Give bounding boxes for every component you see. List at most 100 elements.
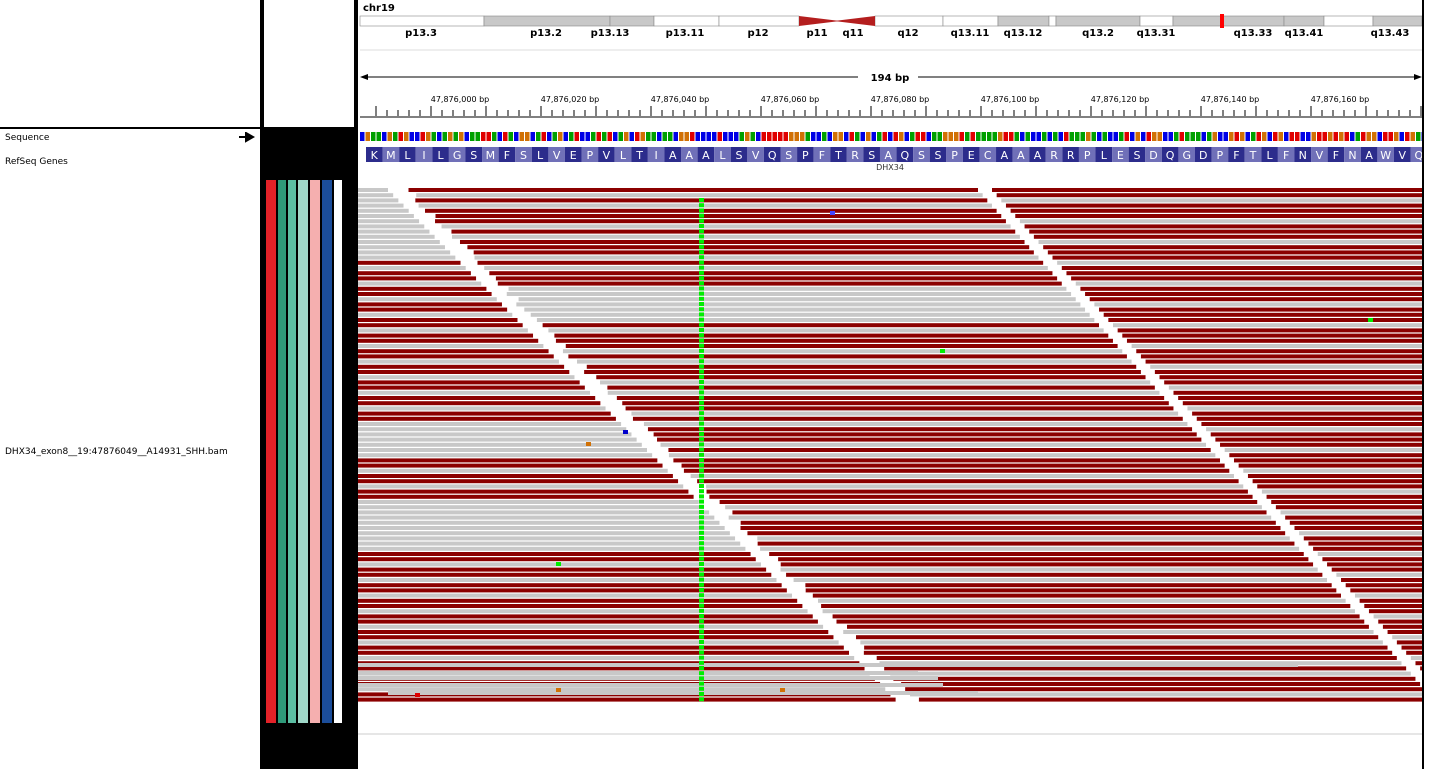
- read[interactable]: [631, 411, 1179, 416]
- read[interactable]: [690, 474, 1234, 478]
- read[interactable]: [484, 266, 1048, 270]
- amino-acid-cell[interactable]: [1377, 147, 1394, 162]
- amino-acid-cell[interactable]: [1410, 147, 1424, 162]
- read[interactable]: [1289, 520, 1424, 525]
- read[interactable]: [586, 364, 1137, 369]
- read[interactable]: [358, 683, 943, 687]
- read[interactable]: [358, 344, 544, 348]
- read[interactable]: [358, 292, 492, 296]
- read[interactable]: [1145, 359, 1424, 364]
- read[interactable]: [847, 624, 1369, 629]
- amino-acid-cell[interactable]: [515, 147, 532, 162]
- read[interactable]: [1229, 453, 1424, 458]
- read[interactable]: [1336, 572, 1424, 577]
- read[interactable]: [1410, 656, 1424, 660]
- read[interactable]: [1266, 494, 1424, 499]
- read[interactable]: [1280, 510, 1424, 515]
- read[interactable]: [780, 562, 1314, 567]
- amino-acid-cell[interactable]: [448, 147, 466, 162]
- track-name-refseq[interactable]: RefSeq Genes: [5, 157, 68, 167]
- read[interactable]: [358, 276, 477, 281]
- read[interactable]: [358, 588, 787, 593]
- read[interactable]: [1387, 630, 1424, 634]
- read[interactable]: [996, 193, 1424, 198]
- read[interactable]: [1196, 416, 1424, 421]
- read[interactable]: [358, 406, 606, 411]
- read[interactable]: [358, 546, 746, 551]
- read[interactable]: [757, 541, 1295, 546]
- read[interactable]: [1392, 635, 1424, 640]
- strand-arrow-icon[interactable]: [238, 132, 256, 143]
- read[interactable]: [643, 422, 1188, 426]
- read[interactable]: [1071, 276, 1424, 281]
- amino-acid-cell[interactable]: [1244, 147, 1262, 162]
- amino-acid-cell[interactable]: [846, 147, 864, 162]
- amino-acid-cell[interactable]: [1145, 147, 1162, 162]
- read[interactable]: [358, 604, 803, 608]
- amino-acid-cell[interactable]: [482, 147, 499, 162]
- read[interactable]: [358, 442, 642, 447]
- read[interactable]: [358, 536, 736, 541]
- read[interactable]: [683, 468, 1230, 473]
- amino-acid-cell[interactable]: [614, 147, 632, 162]
- read[interactable]: [863, 650, 1393, 655]
- read[interactable]: [647, 427, 1193, 432]
- read[interactable]: [747, 531, 1286, 536]
- read[interactable]: [358, 427, 627, 432]
- amino-acid-cell[interactable]: [1095, 147, 1113, 162]
- read[interactable]: [459, 240, 1025, 244]
- read[interactable]: [793, 578, 1328, 582]
- read[interactable]: [1238, 463, 1424, 468]
- read[interactable]: [358, 572, 772, 577]
- ideogram-band[interactable]: [1372, 15, 1423, 27]
- read[interactable]: [1164, 380, 1424, 385]
- read[interactable]: [1359, 598, 1424, 603]
- amino-acid-cell[interactable]: [1261, 147, 1278, 162]
- read[interactable]: [358, 645, 844, 650]
- read[interactable]: [358, 619, 818, 624]
- read[interactable]: [1354, 593, 1424, 598]
- read[interactable]: [657, 437, 1202, 442]
- read[interactable]: [358, 219, 420, 224]
- read[interactable]: [358, 188, 388, 192]
- read[interactable]: [358, 494, 694, 499]
- read[interactable]: [358, 598, 798, 603]
- read[interactable]: [616, 396, 1165, 400]
- read[interactable]: [358, 463, 663, 468]
- read[interactable]: [1066, 271, 1424, 276]
- read[interactable]: [1168, 385, 1424, 390]
- read[interactable]: [1178, 396, 1424, 400]
- ideogram-band[interactable]: [1323, 15, 1374, 27]
- read[interactable]: [577, 359, 1132, 364]
- read[interactable]: [757, 536, 1290, 541]
- read[interactable]: [358, 474, 673, 478]
- amino-acid-cell[interactable]: [1161, 147, 1179, 162]
- read[interactable]: [778, 557, 1309, 562]
- read[interactable]: [1206, 427, 1424, 432]
- ideogram-band[interactable]: [483, 15, 611, 27]
- read[interactable]: [1322, 557, 1424, 562]
- amino-acid-cell[interactable]: [1078, 147, 1096, 162]
- read[interactable]: [358, 437, 637, 442]
- read[interactable]: [1033, 234, 1424, 239]
- read[interactable]: [856, 635, 1379, 640]
- read[interactable]: [1378, 619, 1424, 624]
- read[interactable]: [864, 645, 1388, 650]
- read[interactable]: [1052, 255, 1424, 260]
- read[interactable]: [542, 323, 1099, 328]
- read[interactable]: [530, 312, 1090, 317]
- read[interactable]: [812, 593, 1341, 598]
- read[interactable]: [1415, 661, 1424, 666]
- read[interactable]: [358, 390, 591, 395]
- read[interactable]: [506, 292, 1072, 296]
- amino-acid-cell[interactable]: [581, 147, 599, 162]
- read[interactable]: [1112, 323, 1424, 328]
- read[interactable]: [495, 276, 1058, 281]
- amino-acid-cell[interactable]: [681, 147, 698, 162]
- amino-acid-cell[interactable]: [1277, 147, 1295, 162]
- read[interactable]: [358, 500, 699, 504]
- read[interactable]: [1201, 422, 1424, 426]
- read[interactable]: [358, 557, 756, 562]
- read[interactable]: [489, 271, 1053, 276]
- attribute-color-3[interactable]: [298, 180, 308, 723]
